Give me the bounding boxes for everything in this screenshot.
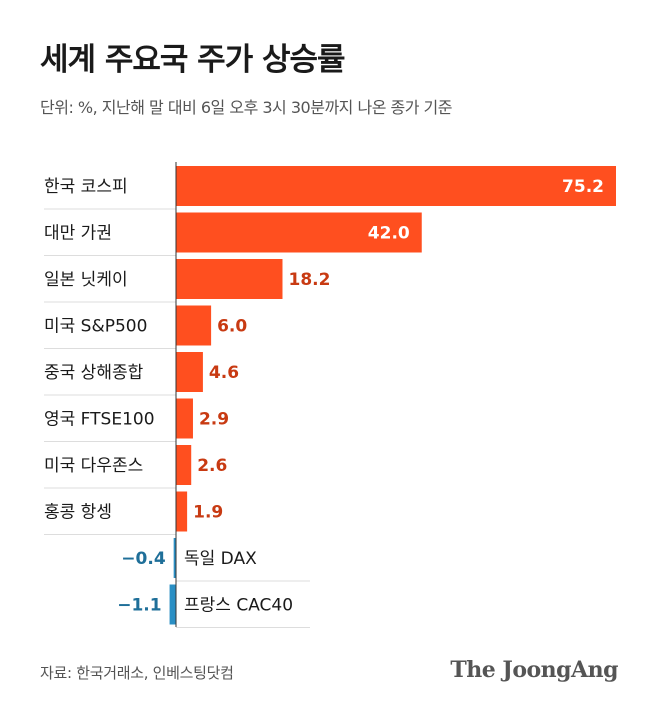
chart-title: 세계 주요국 주가 상승률 bbox=[40, 42, 346, 78]
bar bbox=[176, 352, 203, 392]
value-label: 2.6 bbox=[197, 456, 227, 476]
category-label: 중국 상해종합 bbox=[44, 363, 144, 383]
publisher-logo: The JoongAng bbox=[450, 657, 618, 683]
bar bbox=[176, 491, 188, 532]
value-label: 42.0 bbox=[368, 224, 410, 244]
value-label: 75.2 bbox=[562, 177, 604, 197]
bar bbox=[176, 212, 422, 253]
value-label: −0.4 bbox=[121, 549, 166, 569]
bar bbox=[176, 398, 193, 439]
value-label: 6.0 bbox=[217, 317, 247, 337]
bar bbox=[176, 445, 192, 485]
category-label: 미국 S&P500 bbox=[44, 317, 147, 337]
category-label: 홍콩 항셍 bbox=[44, 503, 112, 523]
category-label: 프랑스 CAC40 bbox=[184, 596, 293, 616]
category-label: 일본 닛케이 bbox=[44, 270, 128, 290]
value-label: −1.1 bbox=[117, 596, 161, 616]
category-label: 대만 가권 bbox=[44, 224, 112, 244]
value-label: 2.9 bbox=[199, 410, 229, 430]
category-label: 독일 DAX bbox=[184, 549, 257, 569]
bar bbox=[176, 305, 212, 346]
category-label: 영국 FTSE100 bbox=[44, 410, 155, 430]
value-label: 1.9 bbox=[193, 503, 223, 523]
category-label: 한국 코스피 bbox=[44, 177, 128, 197]
value-label: 4.6 bbox=[209, 363, 239, 383]
bar bbox=[176, 259, 283, 299]
bar bbox=[173, 538, 176, 578]
bar bbox=[169, 584, 176, 625]
bar bbox=[176, 166, 616, 206]
category-label: 미국 다우존스 bbox=[44, 456, 143, 476]
chart-subtitle: 단위: %, 지난해 말 대비 6일 오후 3시 30분까지 나온 종가 기준 bbox=[40, 98, 452, 117]
source-note: 자료: 한국거래소, 인베스팅닷컴 bbox=[40, 664, 234, 682]
value-label: 18.2 bbox=[288, 270, 330, 290]
